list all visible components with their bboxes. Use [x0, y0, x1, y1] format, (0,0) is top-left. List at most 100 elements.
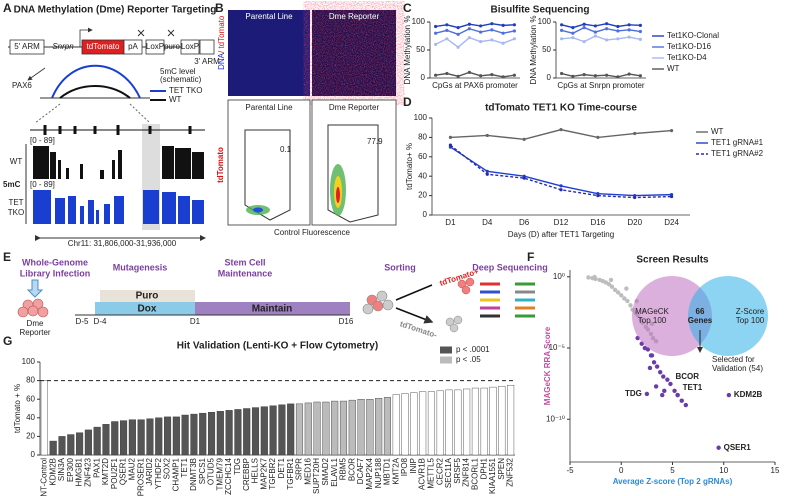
point: [445, 28, 449, 32]
bar: [489, 386, 497, 456]
micrograph-signal: [312, 10, 396, 96]
point: [624, 286, 629, 291]
bar: [383, 397, 391, 456]
construct-label: 5' ARM: [14, 42, 40, 51]
point: [683, 402, 689, 408]
legend-swatch: [440, 356, 452, 364]
point: [651, 360, 657, 365]
point: [560, 71, 564, 76]
point: [716, 445, 721, 450]
construct-label: LoxP: [181, 42, 199, 51]
point: [559, 128, 563, 132]
bar: [366, 399, 374, 456]
point: [456, 32, 460, 36]
point: [616, 24, 620, 29]
x-tick-label: INIP: [409, 458, 418, 474]
bar: [454, 389, 462, 456]
track-range: [0 - 89]: [30, 180, 55, 189]
point: [661, 374, 666, 379]
bar: [313, 401, 321, 456]
chart-title: tdTomato TET1 KO Time-course: [485, 103, 637, 114]
point: [586, 275, 591, 280]
point: [679, 398, 684, 403]
panel-a: A DNA Methylation (Dme) Reporter Targeti…: [3, 1, 220, 248]
point-label: BCOR: [675, 372, 699, 381]
point: [571, 31, 575, 35]
x-tick-label: D24: [664, 218, 679, 227]
bar: [295, 403, 304, 456]
venn-label: Top 100: [638, 316, 667, 325]
x-tick-label: BCOR: [347, 458, 356, 481]
panel-letter: E: [3, 250, 11, 264]
image-label: Parental Line: [245, 12, 293, 21]
bar: [339, 400, 348, 456]
point: [644, 391, 650, 397]
bar-label: Maintain: [252, 304, 293, 315]
cells: [362, 290, 394, 315]
bar: [102, 424, 110, 456]
point: [638, 23, 642, 27]
point: [675, 392, 680, 398]
legend-label: WT: [169, 95, 182, 104]
x-tick-label: PAX1: [92, 457, 101, 477]
x-tick-label: RBM5: [339, 457, 348, 480]
bar: [304, 402, 312, 456]
x-tick-label: QSER1: [119, 457, 128, 485]
bar: [137, 419, 145, 456]
point: [522, 176, 526, 180]
construct-label: tdTomato: [87, 42, 120, 51]
bar: [225, 410, 233, 456]
y-tick-label: 50: [542, 45, 551, 54]
step-label: Maintenance: [218, 268, 273, 278]
point-label: TET1: [683, 383, 703, 392]
point: [560, 28, 564, 32]
gene-arrow: [27, 67, 46, 81]
panel-e: E Whole-Genome Library Infection Mutagen…: [3, 250, 548, 340]
point: [560, 37, 564, 41]
bar: [146, 418, 154, 456]
point: [501, 31, 505, 35]
point: [605, 73, 609, 77]
bar: [67, 434, 75, 456]
point: [616, 75, 620, 79]
x-tick-label: TGFBR2: [268, 457, 277, 489]
step-label: Sorting: [384, 262, 416, 272]
point: [649, 353, 655, 358]
point: [615, 290, 621, 295]
x-tick-label: DET1: [277, 457, 286, 478]
series-line: [435, 71, 515, 78]
x-tick-label: SRSF5: [453, 457, 462, 483]
x-tick-label: D12: [554, 218, 569, 227]
point: [501, 41, 505, 45]
point: [605, 22, 609, 26]
point: [660, 392, 665, 398]
panel-title: Bisulfite Sequencing: [491, 5, 590, 16]
point: [633, 131, 637, 136]
point: [726, 392, 732, 398]
point: [596, 194, 600, 198]
sort-label: tdTomato-: [399, 319, 439, 340]
bar: [278, 404, 286, 456]
point: [467, 22, 471, 26]
point: [662, 388, 667, 393]
point: [605, 38, 609, 42]
y-axis-label: tdTomato: [216, 147, 225, 183]
y-tick-label: 100: [538, 17, 552, 26]
x-tick-label: HELLS: [251, 458, 260, 483]
point: [625, 298, 630, 304]
panel-letter: D: [403, 95, 412, 109]
venn-label: MAGeCK: [635, 307, 669, 316]
point: [571, 26, 575, 30]
panel-b: B Parental Line Dme Reporter DNA / tdTom…: [215, 1, 397, 237]
x-tick-label: SUPT20H: [312, 458, 321, 494]
point: [609, 284, 615, 289]
construct-box: [123, 39, 143, 55]
y-tick-label: 0: [31, 450, 36, 459]
point-label: TDG: [625, 389, 642, 398]
panel-letter: B: [215, 1, 224, 15]
x-tick-label: DPH1: [479, 457, 488, 479]
y-tick-label: 100: [412, 17, 426, 26]
gate-value: 77.9: [367, 137, 383, 146]
x-tick-label: TET1: [180, 457, 189, 477]
cells: [445, 315, 463, 333]
